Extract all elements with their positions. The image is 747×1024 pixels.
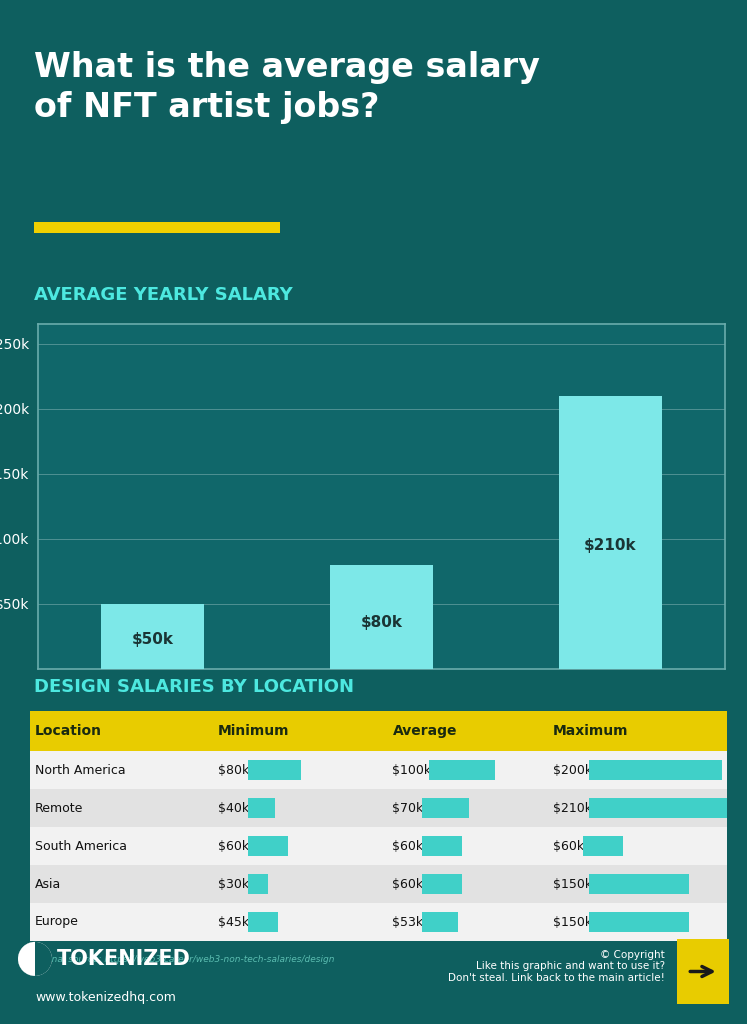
Text: Asia: Asia (35, 878, 61, 891)
Text: $80k: $80k (361, 614, 403, 630)
Text: $53k: $53k (392, 915, 424, 929)
Text: $150k: $150k (553, 915, 592, 929)
Bar (589, 798, 728, 818)
Bar (30, 751, 727, 790)
Bar (423, 836, 462, 856)
Bar (248, 798, 275, 818)
Text: $210k: $210k (553, 802, 592, 814)
Text: $60k: $60k (553, 840, 584, 853)
Text: $45k: $45k (218, 915, 249, 929)
Bar (589, 911, 689, 933)
Wedge shape (18, 942, 35, 976)
Text: $100k: $100k (392, 764, 432, 776)
Text: $200k: $200k (553, 764, 592, 776)
Bar (423, 911, 458, 933)
Bar (30, 827, 727, 865)
Circle shape (18, 942, 52, 976)
Text: Location: Location (35, 724, 102, 738)
Text: Original source: https://web3.career/web3-non-tech-salaries/design: Original source: https://web3.career/web… (30, 954, 335, 964)
Text: AVERAGE YEARLY SALARY: AVERAGE YEARLY SALARY (34, 286, 292, 304)
Bar (30, 711, 727, 751)
Text: $80k: $80k (218, 764, 249, 776)
Bar (589, 760, 722, 780)
Bar (248, 760, 301, 780)
Bar (583, 836, 622, 856)
Bar (34, 221, 280, 232)
Bar (559, 395, 662, 669)
Bar (30, 865, 727, 903)
Text: $30k: $30k (218, 878, 249, 891)
Text: $70k: $70k (392, 802, 424, 814)
Text: North America: North America (35, 764, 125, 776)
Text: $60k: $60k (392, 840, 424, 853)
Text: Remote: Remote (35, 802, 84, 814)
Text: DESIGN SALARIES BY LOCATION: DESIGN SALARIES BY LOCATION (34, 678, 353, 696)
Text: $60k: $60k (218, 840, 249, 853)
Circle shape (18, 942, 52, 976)
Bar (423, 798, 469, 818)
Text: Minimum: Minimum (218, 724, 290, 738)
Text: Average: Average (392, 724, 457, 738)
Text: TOKENIZED: TOKENIZED (57, 949, 191, 969)
Bar (330, 565, 433, 669)
Text: © Copyright
Like this graphic and want to use it?
Don't steal. Link back to the : © Copyright Like this graphic and want t… (448, 949, 665, 983)
Text: $60k: $60k (392, 878, 424, 891)
Bar (589, 873, 689, 894)
Bar (30, 903, 727, 941)
Bar (101, 604, 204, 669)
Text: $150k: $150k (553, 878, 592, 891)
Bar (423, 873, 462, 894)
Text: $50k: $50k (131, 632, 173, 647)
Bar (248, 911, 278, 933)
Bar (677, 939, 729, 1004)
Bar (30, 790, 727, 827)
Text: Maximum: Maximum (553, 724, 628, 738)
Text: Europe: Europe (35, 915, 79, 929)
Text: What is the average salary
of NFT artist jobs?: What is the average salary of NFT artist… (34, 51, 539, 124)
Bar (248, 873, 268, 894)
Bar (248, 836, 288, 856)
Text: South America: South America (35, 840, 127, 853)
Bar (429, 760, 495, 780)
Text: www.tokenizedhq.com: www.tokenizedhq.com (35, 991, 176, 1005)
Text: $40k: $40k (218, 802, 249, 814)
Text: $210k: $210k (584, 539, 636, 553)
